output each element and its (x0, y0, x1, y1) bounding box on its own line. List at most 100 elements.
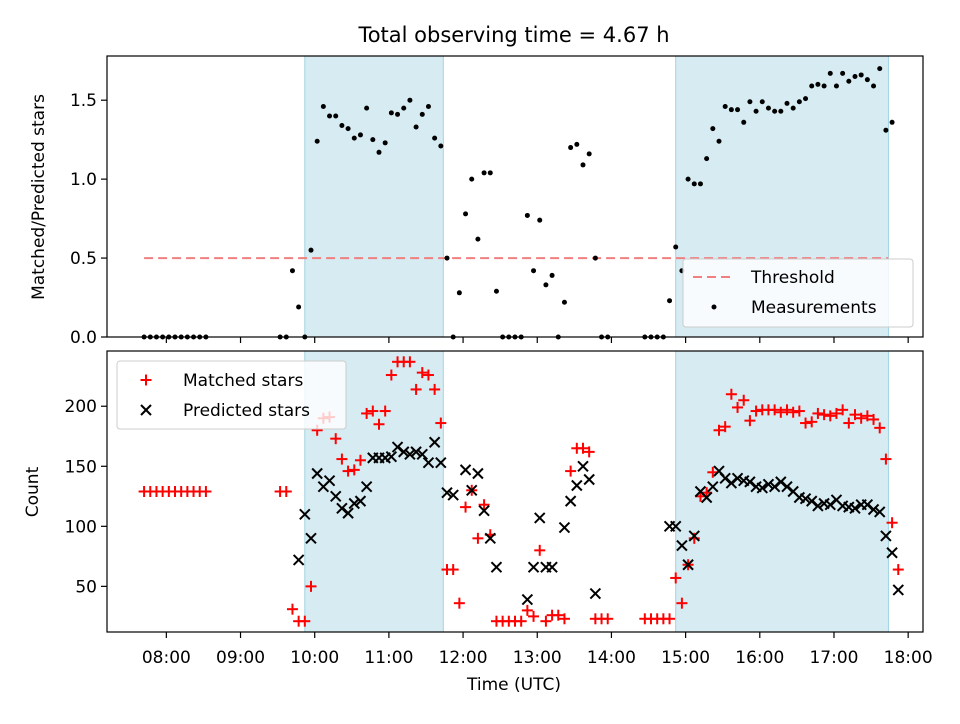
measurement-point (314, 138, 320, 144)
y-tick-label: 200 (65, 397, 97, 417)
x-stroke (861, 499, 874, 511)
measurement-point (320, 104, 326, 110)
matched-stars-point (583, 446, 595, 458)
measurement-point (778, 108, 784, 114)
predicted-stars-point (348, 497, 360, 510)
x-stroke (348, 497, 360, 510)
x-stroke (836, 500, 849, 512)
measurement-point (728, 107, 734, 113)
matched-stars-point (305, 580, 317, 592)
matched-stars-point (453, 597, 465, 609)
matched-stars-point (874, 422, 886, 434)
x-stroke (750, 480, 762, 493)
x-stroke (546, 561, 558, 573)
x-stroke (806, 495, 818, 507)
predicted-stars-point (546, 561, 558, 573)
measurement-point (438, 143, 444, 149)
x-stroke (564, 495, 577, 507)
matched-stars-point (478, 499, 490, 511)
measurement-point (345, 126, 351, 132)
x-stroke (886, 547, 898, 559)
measurement-point (858, 72, 864, 78)
matched-stars-point (750, 405, 762, 417)
measurement-point (376, 149, 382, 155)
x-stroke (484, 532, 496, 545)
measurement-point (722, 104, 728, 110)
predicted-stars-point (404, 448, 416, 460)
matched-stars-point (422, 369, 434, 381)
x-stroke (762, 478, 775, 491)
matched-stars-point (528, 610, 540, 622)
bottom-axes: 50 100 150 200 08:00 09:00 10:00 11:00 12:00 13:… (23, 350, 933, 695)
x-stroke (527, 561, 540, 573)
measurement-point (407, 97, 413, 103)
matched-stars-point (725, 388, 737, 400)
matched-stars-point (738, 394, 750, 406)
matched-stars-point (361, 407, 373, 419)
matched-stars-point (373, 418, 385, 430)
measurement-point (364, 105, 370, 111)
x-stroke (818, 497, 830, 510)
x-stroke (812, 500, 824, 512)
predicted-stars-point (812, 500, 824, 512)
x-stroke (793, 491, 806, 504)
measurement-point (493, 288, 499, 294)
predicted-stars-point (472, 467, 484, 480)
measurement-point (296, 304, 302, 310)
measurement-point (691, 181, 697, 187)
x-stroke (422, 456, 435, 469)
measurement-point (419, 111, 425, 117)
measurement-point (395, 111, 401, 117)
measurement-point (592, 255, 598, 261)
measurement-point (716, 138, 722, 144)
x-tick-label: 13:00 (513, 648, 562, 668)
predicted-stars-point (428, 436, 441, 448)
x-stroke (398, 446, 410, 458)
x-stroke (336, 502, 348, 515)
measurement-point (772, 108, 778, 114)
legend-box (682, 258, 914, 328)
chart-title: Total observing time = 4.67 h (357, 23, 669, 47)
predicted-stars-point (410, 446, 422, 458)
x-stroke (292, 554, 305, 566)
x-stroke (830, 494, 843, 506)
matched-stars-point (200, 486, 212, 497)
legend-matched-swatch (140, 374, 152, 386)
measurement-point (809, 83, 815, 89)
x-tick-label: 08:00 (142, 648, 191, 668)
measurement-point (308, 247, 314, 253)
matched-stars-point (367, 405, 379, 417)
predicted-stars-point (676, 539, 688, 552)
measurement-point (877, 66, 883, 72)
matched-stars-point (330, 433, 342, 445)
y-tick-label: 100 (65, 517, 97, 537)
predicted-stars-point (880, 530, 892, 542)
x-stroke (849, 502, 861, 515)
measurement-point (704, 156, 710, 162)
x-stroke (744, 476, 756, 488)
measurement-point (833, 83, 839, 89)
measurement-point (821, 83, 827, 89)
measurement-point (289, 268, 295, 274)
measurement-point (852, 74, 858, 80)
x-stroke (342, 507, 354, 519)
x-stroke (441, 486, 453, 499)
legend-threshold-label: Threshold (750, 268, 835, 288)
top-y-axis-label: Matched/Predicted stars (29, 94, 49, 300)
matched-stars-point (781, 404, 793, 416)
measurement-point (339, 122, 345, 128)
x-tick-label: 16:00 (735, 648, 784, 668)
x-stroke (311, 467, 323, 480)
matched-stars-point (818, 409, 830, 421)
x-stroke (707, 480, 719, 493)
x-stroke (843, 501, 855, 513)
measurement-point (741, 119, 747, 125)
top-axes: 0.0 0.5 1.0 1.5 Matched/Predicted stars Thr… (29, 55, 924, 348)
measurement-point (784, 100, 790, 106)
x-stroke (880, 530, 892, 542)
bottom-legend: Matched stars Predicted stars (116, 360, 347, 430)
x-stroke (781, 480, 793, 493)
measurement-point (549, 272, 555, 278)
x-stroke (676, 539, 688, 552)
